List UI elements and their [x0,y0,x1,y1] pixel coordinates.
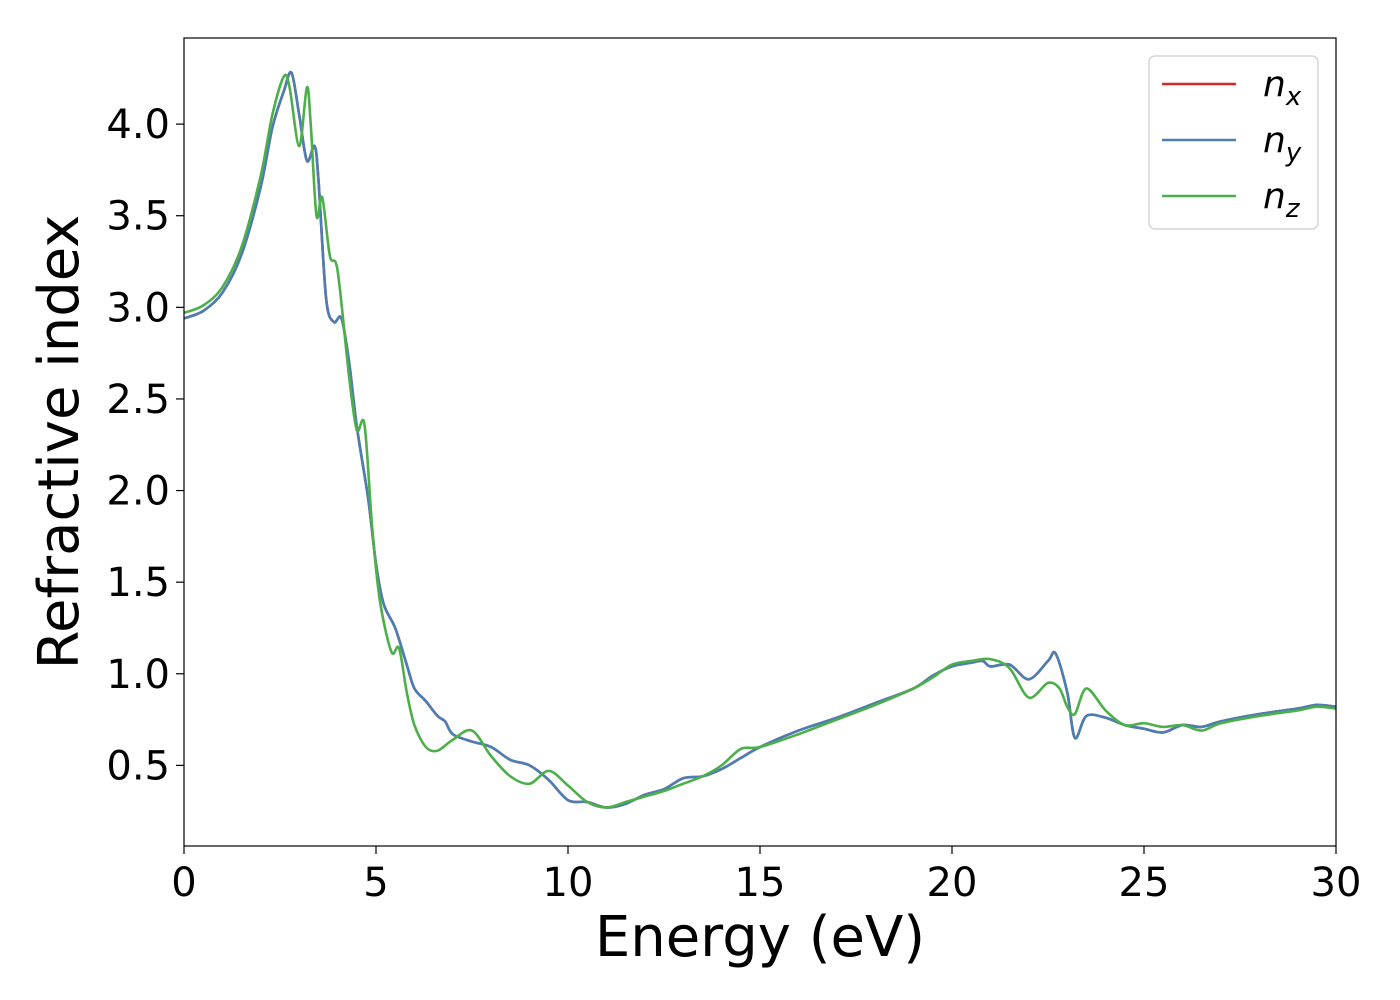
y-axis-label: Refractive index [27,215,92,670]
legend-entry-n-z: nz [1162,176,1301,224]
legend: nx ny nz [1148,55,1319,230]
x-tick-label: 30 [1311,860,1362,906]
y-tick-label: 2.0 [106,469,170,515]
x-tick-label: 15 [735,860,786,906]
x-axis: 0 5 10 15 20 25 30 [171,846,1361,906]
y-tick-label: 3.5 [106,194,170,240]
y-tick-label: 2.5 [106,377,170,423]
series-lines [184,70,1336,809]
legend-label: nx [1263,64,1302,112]
series-line-n-z [184,73,1336,809]
y-tick-label: 0.5 [106,743,170,789]
y-tick-label: 3.0 [106,285,170,331]
legend-entries: nx ny nz [1162,64,1302,224]
y-tick-label: 4.0 [106,102,170,148]
x-tick-label: 0 [171,860,196,906]
legend-entry-n-y: ny [1162,120,1302,168]
y-tick-label: 1.0 [106,652,170,698]
legend-entry-n-x: nx [1162,64,1302,112]
y-tick-label: 1.5 [106,560,170,606]
x-tick-label: 10 [543,860,594,906]
y-axis: 0.5 1.0 1.5 2.0 2.5 3.0 3.5 4.0 [106,102,184,789]
x-tick-label: 25 [1119,860,1170,906]
legend-label: nz [1263,176,1301,224]
legend-label: ny [1263,120,1302,168]
x-tick-label: 20 [927,860,978,906]
legend-frame [1148,55,1319,230]
x-axis-label: Energy (eV) [595,905,925,970]
x-tick-label: 5 [363,860,388,906]
